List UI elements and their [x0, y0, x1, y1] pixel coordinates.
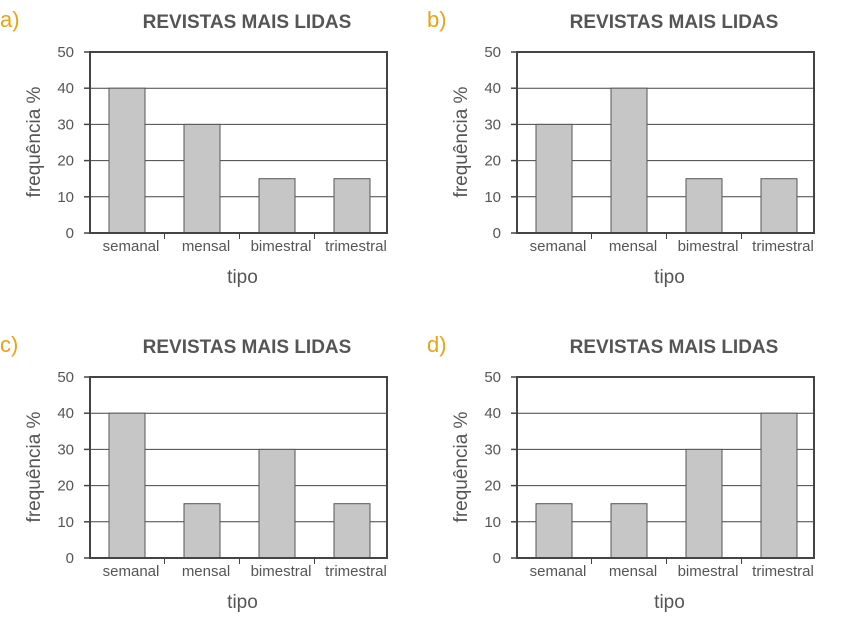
chart-title: REVISTAS MAIS LIDAS	[143, 12, 352, 33]
y-tick-label: 50	[484, 44, 501, 61]
bar-trimestral	[333, 178, 371, 234]
y-tick-label: 50	[57, 369, 74, 386]
y-tick-label: 30	[57, 441, 74, 458]
x-tick-label: trimestral	[752, 238, 814, 255]
x-tick-label: trimestral	[325, 563, 387, 580]
x-tick-label: semanal	[103, 238, 160, 255]
bar-bimestral	[685, 448, 723, 559]
bar-trimestral	[760, 412, 798, 559]
y-tick-label: 10	[57, 189, 74, 206]
x-tick-label: bimestral	[251, 563, 312, 580]
y-tick-label: 40	[57, 80, 74, 97]
panel-letter: c)	[0, 332, 18, 357]
y-tick-label: 0	[493, 550, 501, 567]
x-axis-label: tipo	[227, 592, 258, 613]
panel-letter: b)	[427, 7, 447, 32]
y-tick-label: 10	[484, 189, 501, 206]
y-tick-label: 30	[57, 116, 74, 133]
chart-panel-4: d) REVISTAS MAIS LIDAS 0 10 20 30 40 50 semanal m…	[427, 332, 815, 613]
y-tick-label: 10	[57, 514, 74, 531]
y-tick-label: 30	[484, 116, 501, 133]
chart-title: REVISTAS MAIS LIDAS	[570, 12, 779, 33]
panel-letter: a)	[0, 7, 20, 32]
bar-bimestral	[258, 448, 296, 559]
y-axis-label: frequência %	[451, 86, 472, 197]
chart-panel-1: a) REVISTAS MAIS LIDAS 0 10 20 30 40 50 semanal m…	[0, 7, 388, 288]
bar-mensal	[183, 123, 221, 234]
bar-mensal	[183, 503, 221, 559]
y-tick-label: 40	[484, 405, 501, 422]
y-tick-label: 30	[484, 441, 501, 458]
y-axis-label: frequência %	[24, 86, 45, 197]
chart-title: REVISTAS MAIS LIDAS	[570, 337, 779, 358]
y-tick-label: 40	[484, 80, 501, 97]
x-tick-label: bimestral	[678, 238, 739, 255]
panel-letter: d)	[427, 332, 447, 357]
x-tick-label: bimestral	[251, 238, 312, 255]
x-tick-label: semanal	[103, 563, 160, 580]
bar-bimestral	[685, 178, 723, 234]
chart-title: REVISTAS MAIS LIDAS	[143, 337, 352, 358]
x-tick-label: trimestral	[325, 238, 387, 255]
x-axis-label: tipo	[654, 267, 685, 288]
bar-semanal	[108, 87, 146, 234]
plot-frame	[516, 51, 815, 234]
bar-mensal	[610, 503, 648, 559]
y-tick-label: 10	[484, 514, 501, 531]
bar-mensal	[610, 87, 648, 234]
plot-frame	[89, 376, 388, 559]
y-tick-label: 0	[66, 550, 74, 567]
plot-frame	[89, 51, 388, 234]
y-tick-label: 20	[484, 478, 501, 495]
y-tick-label: 20	[57, 478, 74, 495]
bar-trimestral	[760, 178, 798, 234]
x-tick-label: mensal	[609, 238, 657, 255]
chart-panel-2: b) REVISTAS MAIS LIDAS 0 10 20 30 40 50 semanal m…	[427, 7, 815, 288]
plot-frame	[516, 376, 815, 559]
x-tick-label: trimestral	[752, 563, 814, 580]
bar-trimestral	[333, 503, 371, 559]
chart-panel-3: c) REVISTAS MAIS LIDAS 0 10 20 30 40 50 semanal m…	[0, 332, 388, 613]
y-tick-label: 50	[57, 44, 74, 61]
x-axis-label: tipo	[227, 267, 258, 288]
x-tick-label: mensal	[182, 238, 230, 255]
x-tick-label: bimestral	[678, 563, 739, 580]
bar-bimestral	[258, 178, 296, 234]
x-tick-label: mensal	[609, 563, 657, 580]
y-tick-label: 40	[57, 405, 74, 422]
y-tick-label: 50	[484, 369, 501, 386]
x-tick-label: semanal	[530, 238, 587, 255]
y-tick-label: 0	[66, 225, 74, 242]
y-tick-label: 20	[57, 153, 74, 170]
x-tick-label: semanal	[530, 563, 587, 580]
y-axis-label: frequência %	[24, 411, 45, 522]
x-axis-label: tipo	[654, 592, 685, 613]
bar-semanal	[535, 503, 573, 559]
y-axis-label: frequência %	[451, 411, 472, 522]
y-tick-label: 20	[484, 153, 501, 170]
bar-semanal	[535, 123, 573, 234]
y-tick-label: 0	[493, 225, 501, 242]
x-tick-label: mensal	[182, 563, 230, 580]
bar-semanal	[108, 412, 146, 559]
